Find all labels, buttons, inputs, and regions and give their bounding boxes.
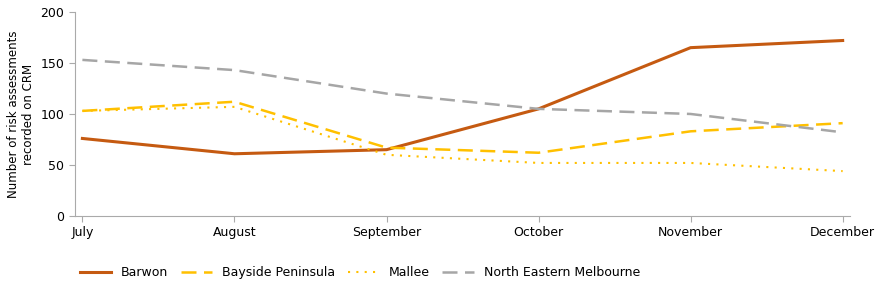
Y-axis label: Number of risk assessments
recorded on CRM: Number of risk assessments recorded on C… [7,30,35,198]
Legend: Barwon, Bayside Peninsula, Mallee, North Eastern Melbourne: Barwon, Bayside Peninsula, Mallee, North… [75,261,645,284]
